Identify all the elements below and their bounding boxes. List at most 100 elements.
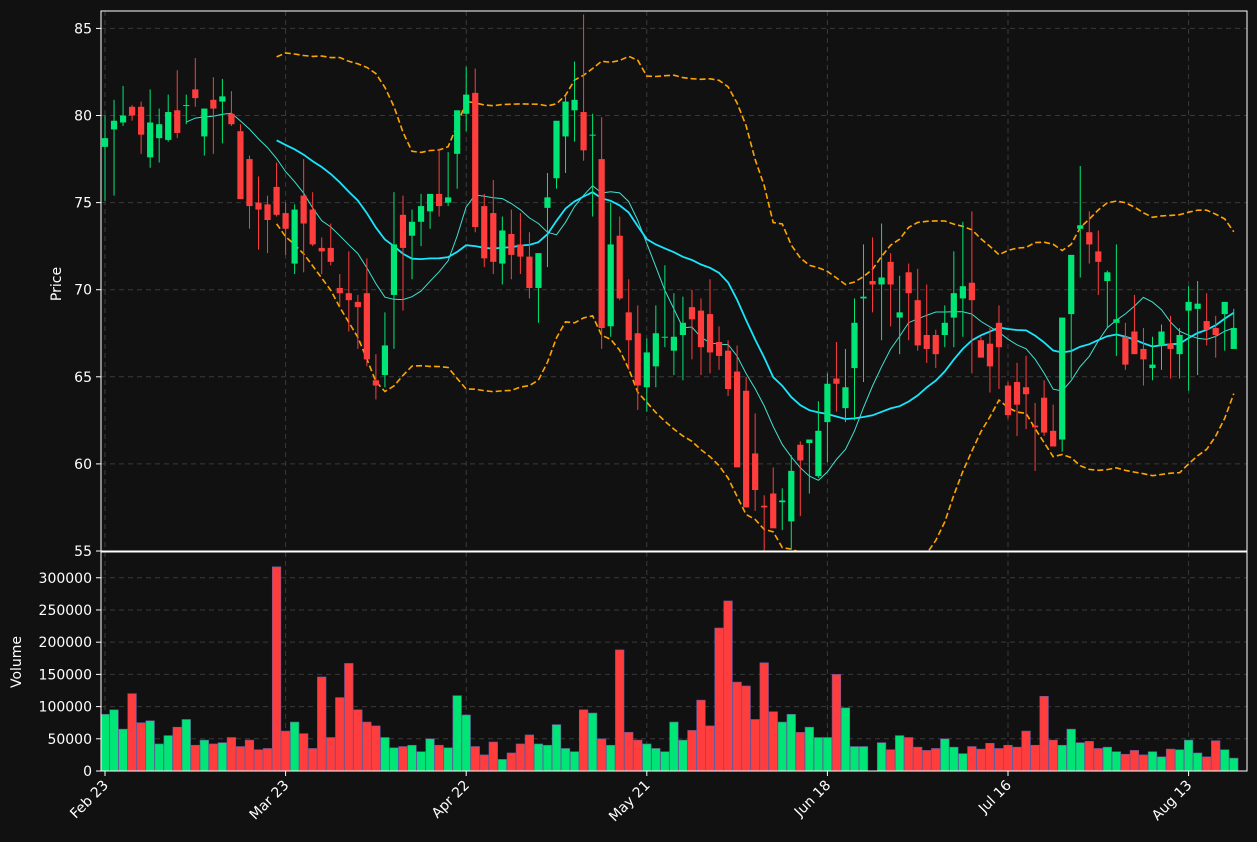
candle-body bbox=[1050, 430, 1057, 447]
candle-body bbox=[1185, 301, 1192, 311]
volume-bar bbox=[407, 744, 417, 771]
candle-body bbox=[1158, 331, 1165, 346]
volume-bar bbox=[976, 748, 986, 771]
price-tick-label: 55 bbox=[74, 544, 92, 560]
volume-tick-label: 150000 bbox=[39, 667, 92, 683]
candle-body bbox=[571, 99, 578, 111]
volume-bar bbox=[858, 746, 869, 771]
volume-bar bbox=[723, 600, 733, 771]
candle-body bbox=[408, 221, 416, 236]
price-frame-border bbox=[100, 10, 1248, 552]
candle-body bbox=[607, 244, 614, 327]
volume-bar bbox=[669, 721, 679, 771]
candle-body bbox=[1022, 387, 1030, 395]
volume-bar bbox=[588, 712, 598, 771]
candle-body bbox=[553, 120, 560, 179]
candle-body bbox=[643, 352, 650, 388]
volume-bar bbox=[226, 737, 237, 771]
volume-bar bbox=[353, 709, 363, 771]
volume-bar bbox=[895, 735, 905, 771]
candle-body bbox=[761, 505, 768, 508]
candle-body bbox=[715, 341, 723, 356]
volume-bar bbox=[795, 732, 805, 771]
volume-bar bbox=[1156, 756, 1167, 771]
volume-bar bbox=[127, 693, 137, 771]
volume-bar bbox=[109, 709, 119, 771]
volume-bar bbox=[741, 685, 751, 771]
volume-bar bbox=[299, 733, 309, 771]
candle-body bbox=[914, 300, 921, 346]
volume-bar bbox=[931, 748, 941, 771]
candle-body bbox=[815, 430, 822, 477]
candle-body bbox=[1095, 251, 1102, 262]
candle-body bbox=[896, 312, 903, 318]
ma-slow-line bbox=[276, 139, 1235, 420]
candle-body bbox=[246, 159, 253, 207]
volume-bar bbox=[786, 714, 796, 771]
candle-body bbox=[481, 206, 488, 259]
candle-body bbox=[1004, 385, 1012, 416]
candle-body bbox=[544, 197, 551, 208]
candle-body bbox=[1104, 272, 1111, 281]
volume-bar bbox=[1184, 739, 1194, 771]
volume-bar bbox=[398, 746, 408, 771]
volume-bar bbox=[1129, 750, 1140, 771]
candle-body bbox=[399, 214, 407, 248]
volume-bar bbox=[163, 735, 173, 771]
candle-body bbox=[1131, 331, 1138, 355]
candle-body bbox=[1203, 321, 1210, 330]
volume-bar bbox=[290, 721, 300, 771]
volume-bar bbox=[813, 737, 823, 771]
volume-bar bbox=[633, 739, 643, 771]
volume-bar bbox=[1120, 753, 1130, 771]
volume-bar bbox=[940, 738, 950, 771]
candle-body bbox=[291, 209, 298, 264]
candle-body bbox=[228, 113, 235, 125]
candle-body bbox=[1221, 301, 1228, 315]
volume-bar bbox=[434, 744, 444, 771]
candle-body bbox=[156, 124, 163, 139]
candle-body bbox=[273, 186, 280, 215]
candle-body bbox=[959, 286, 966, 299]
candle-body bbox=[833, 378, 840, 384]
volume-bar bbox=[1093, 748, 1103, 771]
candle-body bbox=[354, 301, 361, 308]
candle-body bbox=[345, 293, 352, 301]
volume-bar bbox=[714, 627, 724, 771]
candlesticks bbox=[101, 14, 1237, 551]
volume-bar bbox=[416, 751, 426, 771]
candle-body bbox=[1031, 425, 1039, 428]
candle-body bbox=[363, 293, 370, 360]
candle-body bbox=[309, 209, 316, 245]
volume-bar bbox=[208, 743, 218, 771]
candle-body bbox=[1194, 303, 1201, 309]
candle-body bbox=[463, 94, 470, 114]
volume-bar bbox=[705, 725, 715, 771]
candle-body bbox=[472, 92, 479, 227]
volume-bar bbox=[768, 711, 778, 771]
volume-bar bbox=[515, 743, 525, 771]
price-tick-label: 60 bbox=[74, 457, 92, 473]
volume-bar bbox=[154, 743, 164, 771]
candle-body bbox=[255, 202, 262, 210]
volume-bar bbox=[840, 707, 851, 771]
candle-body bbox=[1212, 328, 1219, 335]
candle-body bbox=[219, 96, 226, 102]
lower-band-line bbox=[275, 223, 1235, 551]
candle-body bbox=[1122, 336, 1129, 365]
volume-bar bbox=[317, 676, 327, 771]
volume-bar bbox=[1102, 746, 1112, 771]
candle-body bbox=[174, 110, 181, 133]
candle-body bbox=[101, 138, 109, 147]
candle-body bbox=[589, 134, 596, 136]
volume-bar bbox=[1211, 740, 1221, 771]
candle-body bbox=[119, 115, 127, 123]
volume-bar bbox=[994, 748, 1004, 771]
candle-body bbox=[869, 281, 876, 285]
candle-body bbox=[1230, 328, 1237, 349]
candle-body bbox=[950, 293, 957, 318]
volume-tick-label: 250000 bbox=[39, 603, 92, 619]
volume-bar bbox=[678, 739, 688, 771]
candle-body bbox=[1059, 317, 1066, 440]
volume-bar bbox=[506, 752, 516, 771]
